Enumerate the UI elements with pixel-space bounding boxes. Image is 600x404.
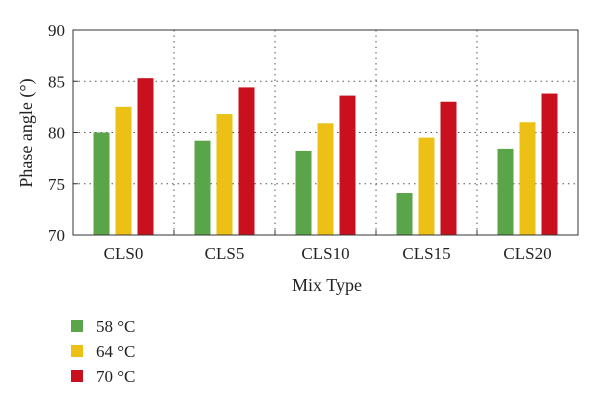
legend-swatch — [71, 320, 83, 332]
bar — [93, 132, 110, 235]
bar — [216, 114, 233, 235]
bar — [541, 93, 558, 235]
bar — [295, 150, 312, 235]
legend-swatch — [71, 370, 83, 382]
x-tick-label: CLS20 — [503, 244, 551, 263]
bar — [317, 123, 334, 235]
x-tick-label: CLS5 — [205, 244, 245, 263]
bar — [238, 87, 255, 236]
bar — [194, 140, 211, 235]
x-axis-label: Mix Type — [292, 275, 362, 295]
bars — [93, 78, 558, 236]
y-tick-labels: 70 75 80 85 90 — [48, 21, 65, 245]
x-tick-label: CLS10 — [301, 244, 349, 263]
bar — [115, 106, 132, 235]
legend-label: 64 °C — [96, 342, 135, 361]
y-tick-label: 85 — [48, 72, 65, 91]
bar — [339, 95, 356, 235]
legend-label: 70 °C — [96, 367, 135, 386]
bar — [440, 101, 457, 235]
legend-label: 58 °C — [96, 317, 135, 336]
bar — [137, 78, 154, 235]
bar — [519, 122, 536, 235]
legend: 58 °C 64 °C 70 °C — [71, 317, 135, 386]
grid-lines — [73, 30, 578, 235]
y-tick-label: 90 — [48, 21, 65, 40]
y-tick-label: 75 — [48, 175, 65, 194]
x-tick-label: CLS15 — [402, 244, 450, 263]
y-axis-label: Phase angle (°) — [16, 78, 37, 187]
bar — [418, 137, 435, 235]
bar — [396, 192, 413, 235]
bar — [497, 148, 514, 235]
x-tick-labels: CLS0 CLS5 CLS10 CLS15 CLS20 — [104, 244, 552, 263]
plot-frame — [72, 29, 579, 236]
y-tick-label: 80 — [48, 124, 65, 143]
legend-swatch — [71, 345, 83, 357]
y-tick-label: 70 — [48, 226, 65, 245]
x-tick-label: CLS0 — [104, 244, 144, 263]
